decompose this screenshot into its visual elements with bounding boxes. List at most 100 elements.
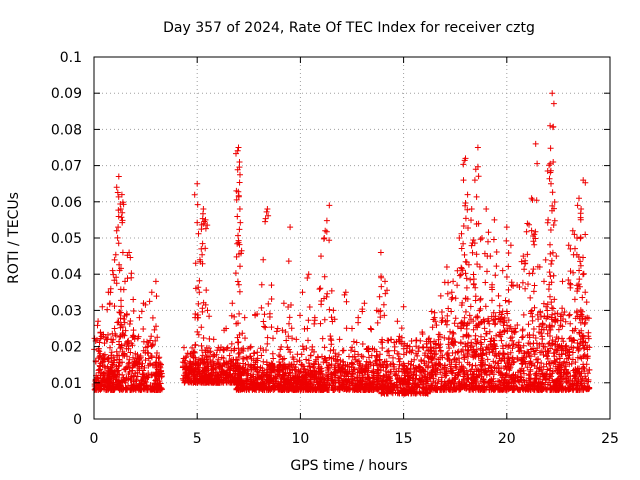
data-point bbox=[363, 381, 370, 388]
data-point bbox=[323, 359, 330, 366]
data-point bbox=[112, 251, 119, 258]
data-point bbox=[351, 348, 358, 355]
data-point bbox=[354, 374, 361, 381]
data-point bbox=[550, 100, 557, 107]
data-point bbox=[144, 338, 150, 345]
data-point bbox=[104, 381, 111, 388]
data-point bbox=[421, 352, 428, 359]
data-point bbox=[297, 368, 304, 375]
data-point bbox=[226, 371, 233, 378]
data-point bbox=[396, 384, 402, 391]
data-point bbox=[417, 337, 424, 344]
data-point bbox=[270, 335, 276, 342]
data-point bbox=[384, 385, 391, 392]
data-point bbox=[234, 364, 241, 371]
data-point bbox=[400, 376, 407, 383]
data-point bbox=[203, 354, 210, 361]
data-point bbox=[424, 389, 431, 396]
data-point bbox=[369, 379, 376, 386]
data-point bbox=[381, 359, 388, 366]
data-point bbox=[338, 375, 345, 382]
data-point bbox=[498, 337, 505, 344]
data-point bbox=[506, 298, 513, 305]
data-point bbox=[228, 340, 235, 347]
data-point bbox=[546, 323, 553, 330]
data-point bbox=[261, 385, 268, 392]
data-point bbox=[469, 249, 476, 256]
data-point bbox=[499, 371, 505, 377]
data-point bbox=[283, 380, 290, 387]
data-point bbox=[116, 362, 123, 369]
data-point bbox=[452, 295, 459, 302]
data-point bbox=[550, 123, 557, 130]
data-point bbox=[330, 307, 337, 314]
data-point bbox=[370, 381, 377, 388]
data-point bbox=[250, 379, 257, 386]
data-point bbox=[223, 361, 230, 368]
data-point bbox=[259, 376, 266, 383]
data-point bbox=[312, 387, 319, 393]
data-point bbox=[463, 284, 470, 291]
data-point bbox=[296, 373, 303, 380]
data-point bbox=[364, 363, 371, 370]
data-point bbox=[582, 289, 589, 296]
data-point bbox=[289, 366, 296, 373]
data-point bbox=[306, 363, 313, 369]
data-point bbox=[148, 386, 155, 393]
data-point bbox=[147, 353, 154, 359]
data-point bbox=[113, 374, 120, 381]
data-point bbox=[482, 303, 489, 310]
data-point bbox=[461, 251, 468, 258]
data-point bbox=[503, 237, 510, 244]
data-point bbox=[153, 293, 160, 300]
data-point bbox=[224, 344, 231, 351]
data-point bbox=[577, 258, 584, 265]
data-point bbox=[240, 355, 247, 362]
data-point bbox=[295, 386, 302, 392]
data-point bbox=[408, 338, 415, 344]
data-point bbox=[118, 297, 124, 304]
data-point bbox=[148, 354, 155, 361]
data-point bbox=[91, 381, 98, 388]
data-point bbox=[368, 326, 375, 333]
data-point bbox=[579, 294, 586, 301]
data-point bbox=[140, 326, 147, 332]
data-point bbox=[586, 366, 593, 373]
y-tick-label: 0.01 bbox=[51, 376, 82, 392]
data-point bbox=[142, 357, 149, 364]
data-point bbox=[325, 369, 332, 376]
data-point bbox=[191, 349, 198, 356]
data-point bbox=[477, 236, 484, 243]
data-point bbox=[214, 378, 220, 385]
data-point bbox=[548, 261, 555, 267]
data-point bbox=[264, 206, 271, 212]
data-point bbox=[277, 361, 284, 368]
data-point bbox=[138, 382, 145, 389]
data-point bbox=[104, 306, 111, 313]
data-point bbox=[396, 378, 403, 385]
data-point bbox=[547, 145, 554, 152]
data-point bbox=[237, 219, 244, 226]
data-point bbox=[361, 300, 368, 307]
data-point bbox=[116, 352, 122, 359]
data-point bbox=[576, 195, 582, 202]
data-point bbox=[412, 375, 419, 382]
data-point bbox=[105, 373, 112, 380]
data-point bbox=[503, 274, 510, 280]
data-point bbox=[303, 387, 310, 393]
data-point bbox=[198, 373, 205, 380]
data-point bbox=[260, 358, 267, 365]
data-point bbox=[377, 249, 384, 256]
data-point bbox=[336, 386, 343, 393]
data-point bbox=[114, 368, 121, 375]
data-point bbox=[343, 325, 350, 332]
data-point bbox=[349, 370, 356, 377]
data-point bbox=[370, 368, 377, 375]
data-point bbox=[330, 355, 337, 362]
data-point bbox=[264, 361, 271, 368]
data-point bbox=[450, 278, 457, 285]
data-point bbox=[197, 370, 204, 377]
data-point bbox=[504, 351, 511, 358]
data-point bbox=[365, 367, 372, 374]
data-point bbox=[378, 339, 385, 345]
